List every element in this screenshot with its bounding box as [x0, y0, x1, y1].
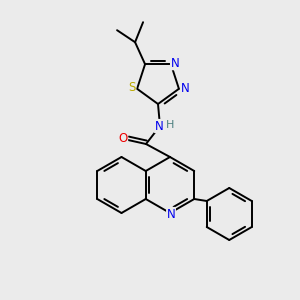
Text: H: H — [166, 120, 174, 130]
Text: N: N — [167, 208, 176, 220]
Text: O: O — [118, 131, 127, 145]
Text: N: N — [181, 82, 189, 95]
Text: S: S — [128, 81, 136, 94]
Text: N: N — [171, 57, 179, 70]
Text: N: N — [154, 119, 164, 133]
